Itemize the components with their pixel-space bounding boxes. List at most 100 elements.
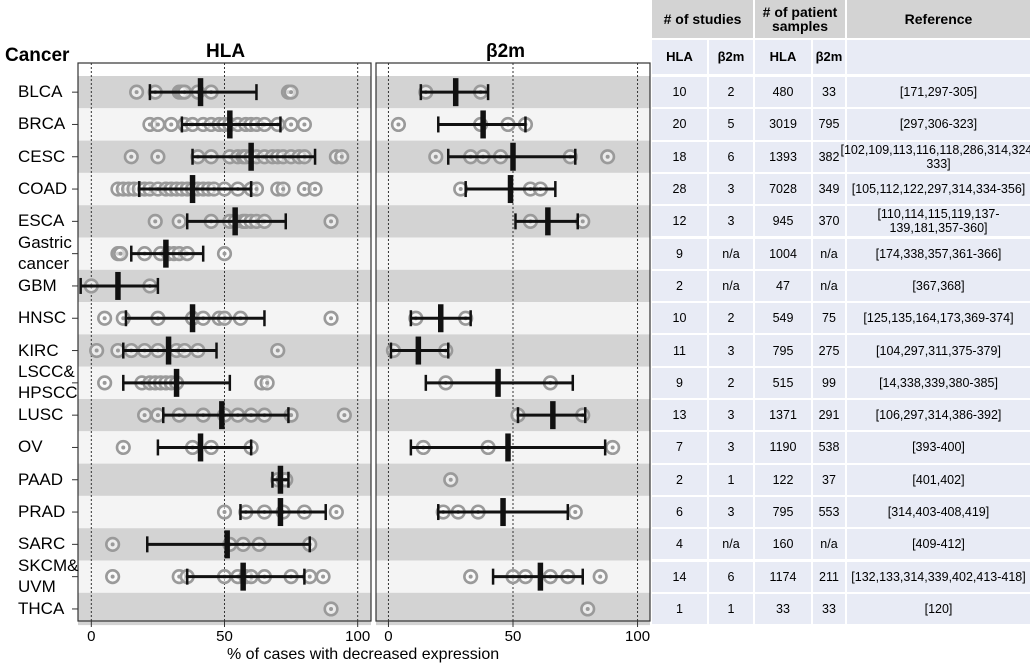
data-point-center [302,187,307,192]
category-label: BRCA [18,114,66,134]
data-point-center [458,187,463,192]
cell-samples-hla: 1393 [755,141,811,172]
panel-border [375,62,651,622]
cell-samples-b2m: 382 [813,141,845,172]
cell-samples-b2m: 538 [813,432,845,463]
cell-studies-hla: 28 [652,173,707,205]
category-label: HNSC [18,308,67,328]
cell-samples-hla: 160 [755,529,811,560]
data-point-center [275,348,280,353]
subheader-studies: β2m [709,40,753,74]
cell-reference: [367,368] [847,270,1030,302]
cell-reference: [125,135,164,173,369-374] [847,303,1030,334]
x-tick-label-0: 0 [384,628,392,645]
cell-samples-b2m: 37 [813,464,845,495]
cell-samples-hla: 795 [755,496,811,528]
cell-studies-b2m: n/a [709,529,753,560]
data-point-center [468,574,473,579]
cell-reference: [171,297-305] [847,77,1030,108]
cell-studies-b2m: 3 [709,335,753,366]
cell-samples-b2m: 553 [813,496,845,528]
x-tick-label-0: 0 [87,628,95,645]
cell-reference: [120] [847,593,1030,625]
cell-studies-hla: 13 [652,400,707,431]
x-tick-label-100: 100 [625,628,650,645]
cell-studies-b2m: n/a [709,238,753,269]
category-label: cancer [18,253,70,273]
cell-studies-hla: 12 [652,206,707,237]
cell-samples-hla: 122 [755,464,811,495]
data-point-center [110,574,115,579]
cell-reference: [401,402] [847,464,1030,495]
cell-studies-b2m: 1 [709,593,753,625]
category-label: LSCC& [18,361,75,381]
category-label: CESC [18,146,66,166]
data-point-center [342,413,347,418]
data-point-center [121,316,126,321]
cell-studies-b2m: 3 [709,496,753,528]
category-label: UVM [18,576,56,596]
data-point-center [177,219,182,224]
cell-studies-b2m: 3 [709,206,753,237]
data-point-center [129,154,134,159]
data-point-center [396,122,401,127]
data-point-center [102,380,107,385]
category-label: BLCA [18,82,63,102]
row-band [376,269,650,303]
cell-reference: [14,338,339,380-385] [847,367,1030,398]
data-point-center [321,574,326,579]
panel-title-b2m: β2m [486,41,526,62]
cell-reference: [314,403-408,419] [847,496,1030,528]
cell-samples-b2m: 349 [813,173,845,205]
cell-studies-b2m: n/a [709,270,753,302]
cell-samples-b2m: 33 [813,593,845,625]
data-point-center [289,122,294,127]
cell-studies-b2m: 6 [709,141,753,172]
cell-studies-hla: 4 [652,529,707,560]
panel-hla: 0 50 100 [77,62,372,645]
data-point-center [598,574,603,579]
cell-samples-b2m: n/a [813,529,845,560]
panel-title-hla: HLA [206,41,246,62]
cell-samples-hla: 3019 [755,109,811,140]
cell-samples-hla: 1174 [755,561,811,592]
header-studies: # of studies [652,0,753,38]
data-point-center [155,122,160,127]
cell-studies-hla: 2 [652,270,707,302]
data-point-center [222,251,227,256]
cell-samples-hla: 33 [755,593,811,625]
cell-studies-b2m: 1 [709,464,753,495]
x-axis-label: % of cases with decreased expression [227,646,500,663]
data-point-center [585,606,590,611]
data-point-center [302,122,307,127]
cell-studies-hla: 9 [652,367,707,398]
study-table: # of studies # of patient samples Referenc… [652,0,1030,625]
cell-studies-hla: 11 [652,335,707,366]
subheader-blank [847,40,1030,74]
cell-samples-b2m: 370 [813,206,845,237]
category-label: Gastric [18,232,72,252]
data-point-center [334,510,339,515]
category-label: KIRC [18,340,59,360]
data-point-center [289,413,294,418]
subheader-studies: HLA [652,40,707,74]
cell-samples-b2m: 75 [813,303,845,334]
category-label: SARC [18,534,66,554]
cell-studies-hla: 18 [652,141,707,172]
cell-samples-hla: 945 [755,206,811,237]
cell-reference: [393-400] [847,432,1030,463]
data-point-center [289,90,294,95]
cell-reference: [409-412] [847,529,1030,560]
dot-plot-chart: 0 50 100 0 50 100 [72,62,651,645]
cell-reference: [174,338,357,361-366] [847,238,1030,269]
cell-samples-hla: 1004 [755,238,811,269]
data-point-center [142,413,147,418]
cell-samples-b2m: n/a [813,238,845,269]
data-point-center [121,445,126,450]
data-point-center [448,477,453,482]
x-tick-label-50: 50 [216,628,233,645]
cell-samples-b2m: 211 [813,561,845,592]
cell-samples-b2m: 275 [813,335,845,366]
cell-reference: [110,114,115,119,137-139,181,357-360] [847,206,1030,237]
cell-samples-hla: 1190 [755,432,811,463]
